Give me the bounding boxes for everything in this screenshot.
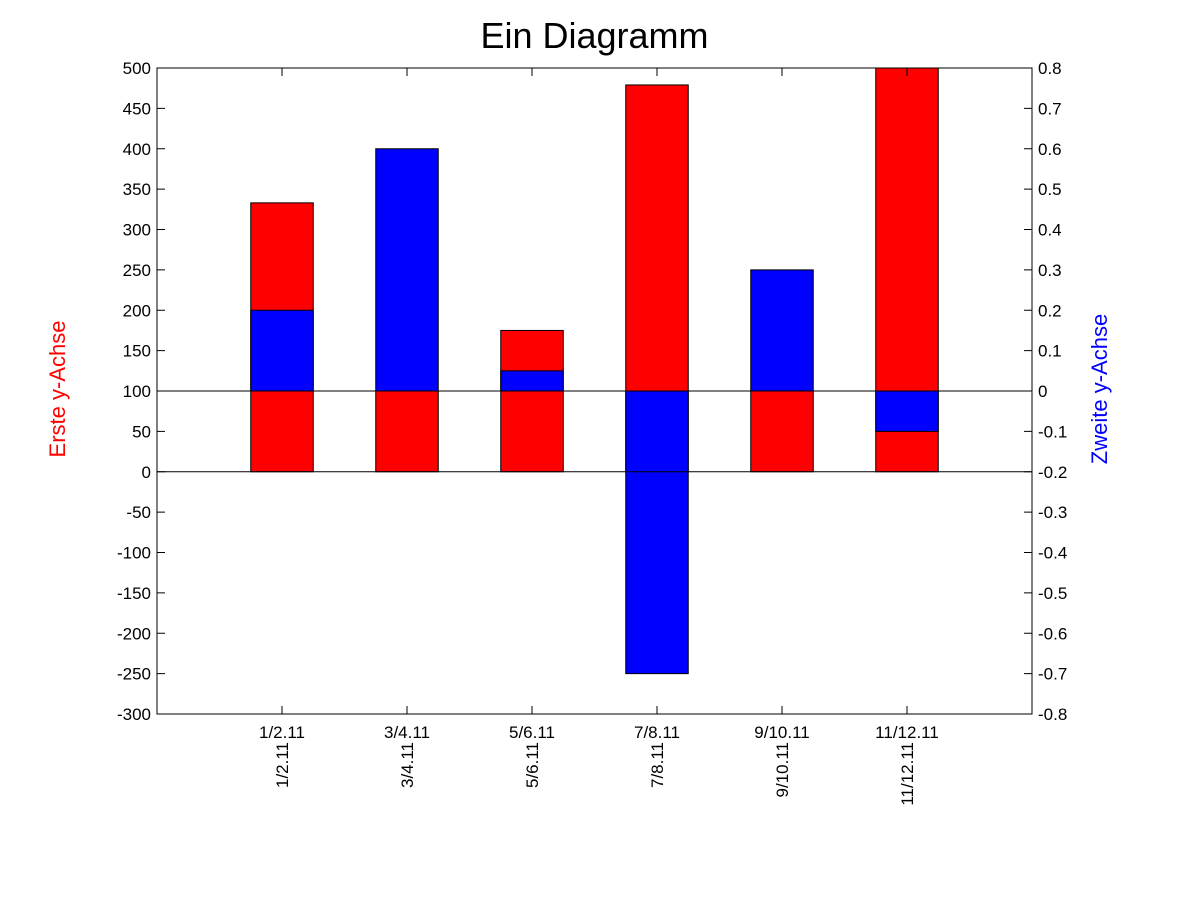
x-tick-label: 3/4.11 (384, 723, 430, 742)
x-tick-label: 7/8.11 (634, 723, 680, 742)
right-tick-label: -0.5 (1038, 584, 1067, 603)
right-tick-label: 0.7 (1038, 99, 1062, 118)
right-tick-label: 0.4 (1038, 221, 1062, 240)
y-axis-title-right: Zweite y-Achse (1087, 314, 1112, 464)
x-tick-label: 5/6.11 (509, 723, 555, 742)
right-tick-label: 0.6 (1038, 140, 1062, 159)
bar-left-4 (750, 390, 814, 473)
left-tick-label: 200 (123, 301, 151, 320)
right-tick-label: -0.1 (1038, 422, 1067, 441)
x-tick-label-rotated: 7/8.11 (648, 742, 667, 788)
left-tick-label: 500 (123, 59, 151, 78)
bar-right-1 (375, 148, 439, 392)
left-tick-label: 400 (123, 140, 151, 159)
bar-right-5 (875, 390, 939, 432)
x-tick-label-rotated: 9/10.11 (773, 742, 792, 797)
right-tick-label: -0.4 (1038, 544, 1067, 563)
x-tick-label-rotated: 5/6.11 (523, 742, 542, 788)
x-tick-label-rotated: 11/12.11 (898, 742, 917, 806)
left-tick-label: 250 (123, 261, 151, 280)
left-tick-label: -100 (117, 544, 151, 563)
right-tick-label: -0.8 (1038, 705, 1067, 724)
left-tick-label: -50 (126, 503, 151, 522)
right-tick-label: 0.5 (1038, 180, 1062, 199)
left-tick-label: 0 (142, 463, 151, 482)
bar-right-3 (625, 390, 689, 675)
left-tick-label: 350 (123, 180, 151, 199)
bar-left-2 (500, 329, 564, 473)
right-tick-label: 0.2 (1038, 301, 1062, 320)
right-tick-label: -0.6 (1038, 624, 1067, 643)
left-tick-label: -300 (117, 705, 151, 724)
x-tick-label-rotated: 1/2.11 (273, 742, 292, 788)
y-axis-title-left: Erste y-Achse (45, 321, 70, 458)
left-tick-label: -200 (117, 624, 151, 643)
bar-right-4 (750, 269, 814, 392)
left-tick-label: 50 (132, 422, 151, 441)
left-tick-label: 150 (123, 342, 151, 361)
bar-right-0 (250, 309, 314, 392)
left-tick-label: 100 (123, 382, 151, 401)
right-tick-label: -0.7 (1038, 665, 1067, 684)
right-tick-label: 0.8 (1038, 59, 1062, 78)
left-tick-label: 450 (123, 99, 151, 118)
left-tick-label: 300 (123, 221, 151, 240)
x-tick-label-rotated: 3/4.11 (398, 742, 417, 788)
bar-right-2 (500, 370, 564, 392)
x-tick-label: 11/12.11 (875, 723, 939, 742)
left-tick-label: -250 (117, 665, 151, 684)
left-tick-label: -150 (117, 584, 151, 603)
right-tick-label: 0.1 (1038, 342, 1062, 361)
bar-left-1 (375, 390, 439, 473)
right-tick-label: 0.3 (1038, 261, 1062, 280)
right-tick-label: 0 (1038, 382, 1047, 401)
x-tick-label: 9/10.11 (754, 723, 809, 742)
chart-title: Ein Diagramm (480, 15, 708, 56)
right-tick-label: -0.3 (1038, 503, 1067, 522)
x-tick-label: 1/2.11 (259, 723, 305, 742)
right-tick-label: -0.2 (1038, 463, 1067, 482)
